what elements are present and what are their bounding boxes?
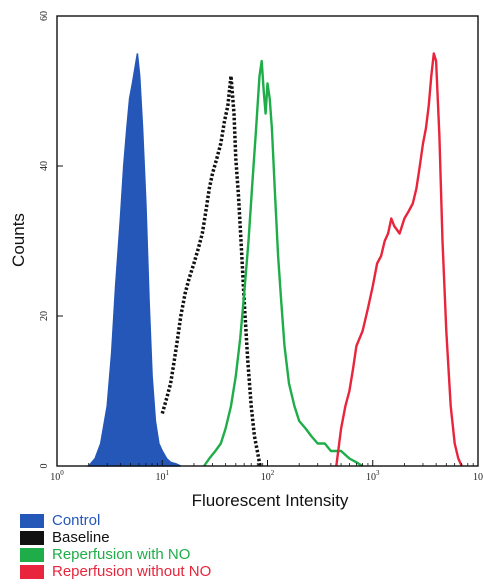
y-tick-label: 20	[39, 311, 50, 321]
series-line-reperfusion-with-no	[203, 59, 364, 468]
series-line-baseline	[160, 74, 262, 467]
x-tick-label-exponent: 0	[60, 469, 64, 477]
x-axis-title: Fluorescent Intensity	[192, 491, 349, 510]
legend-swatch-reperfusion-without-no	[20, 564, 44, 579]
legend-swatch-reperfusion-with-no	[20, 547, 44, 562]
legend-swatch-baseline	[20, 530, 44, 545]
legend-item-control: Control	[20, 512, 211, 529]
legend: Control Baseline Reperfusion with NO Rep…	[20, 512, 211, 580]
series-area-control	[87, 53, 182, 467]
y-tick-label: 60	[39, 11, 50, 21]
y-axis-title: Counts	[9, 213, 28, 267]
legend-item-baseline: Baseline	[20, 529, 211, 546]
x-tick-label: 100	[50, 469, 64, 483]
series-layer	[87, 52, 463, 468]
x-tick-label-base: 10	[50, 472, 60, 483]
legend-item-reperfusion-with-no: Reperfusion with NO	[20, 546, 211, 563]
x-tick-label: 102	[261, 469, 275, 483]
x-tick-label-base: 10	[473, 472, 483, 483]
x-tick-label-base: 10	[261, 472, 271, 483]
legend-label-reperfusion-without-no: Reperfusion without NO	[52, 563, 212, 580]
x-tick-label-exponent: 3	[376, 469, 380, 477]
x-tick-label-base: 10	[366, 472, 376, 483]
legend-swatch-control	[20, 513, 44, 528]
legend-item-reperfusion-without-no: Reperfusion without NO	[20, 563, 211, 580]
x-tick-label: 103	[366, 469, 380, 483]
legend-label-baseline: Baseline	[52, 529, 110, 546]
y-tick-label: 40	[39, 161, 50, 171]
x-tick-label: 101	[156, 469, 170, 483]
x-tick-label-exponent: 1	[166, 469, 170, 477]
x-tick-label-exponent: 2	[271, 469, 275, 477]
x-tick-label-base: 10	[156, 472, 166, 483]
series-line-reperfusion-without-no	[335, 52, 463, 467]
legend-label-control: Control	[52, 512, 101, 529]
legend-label-reperfusion-with-no: Reperfusion with NO	[52, 546, 191, 563]
x-tick-label: 10	[473, 472, 483, 483]
y-tick-label: 0	[39, 464, 50, 469]
